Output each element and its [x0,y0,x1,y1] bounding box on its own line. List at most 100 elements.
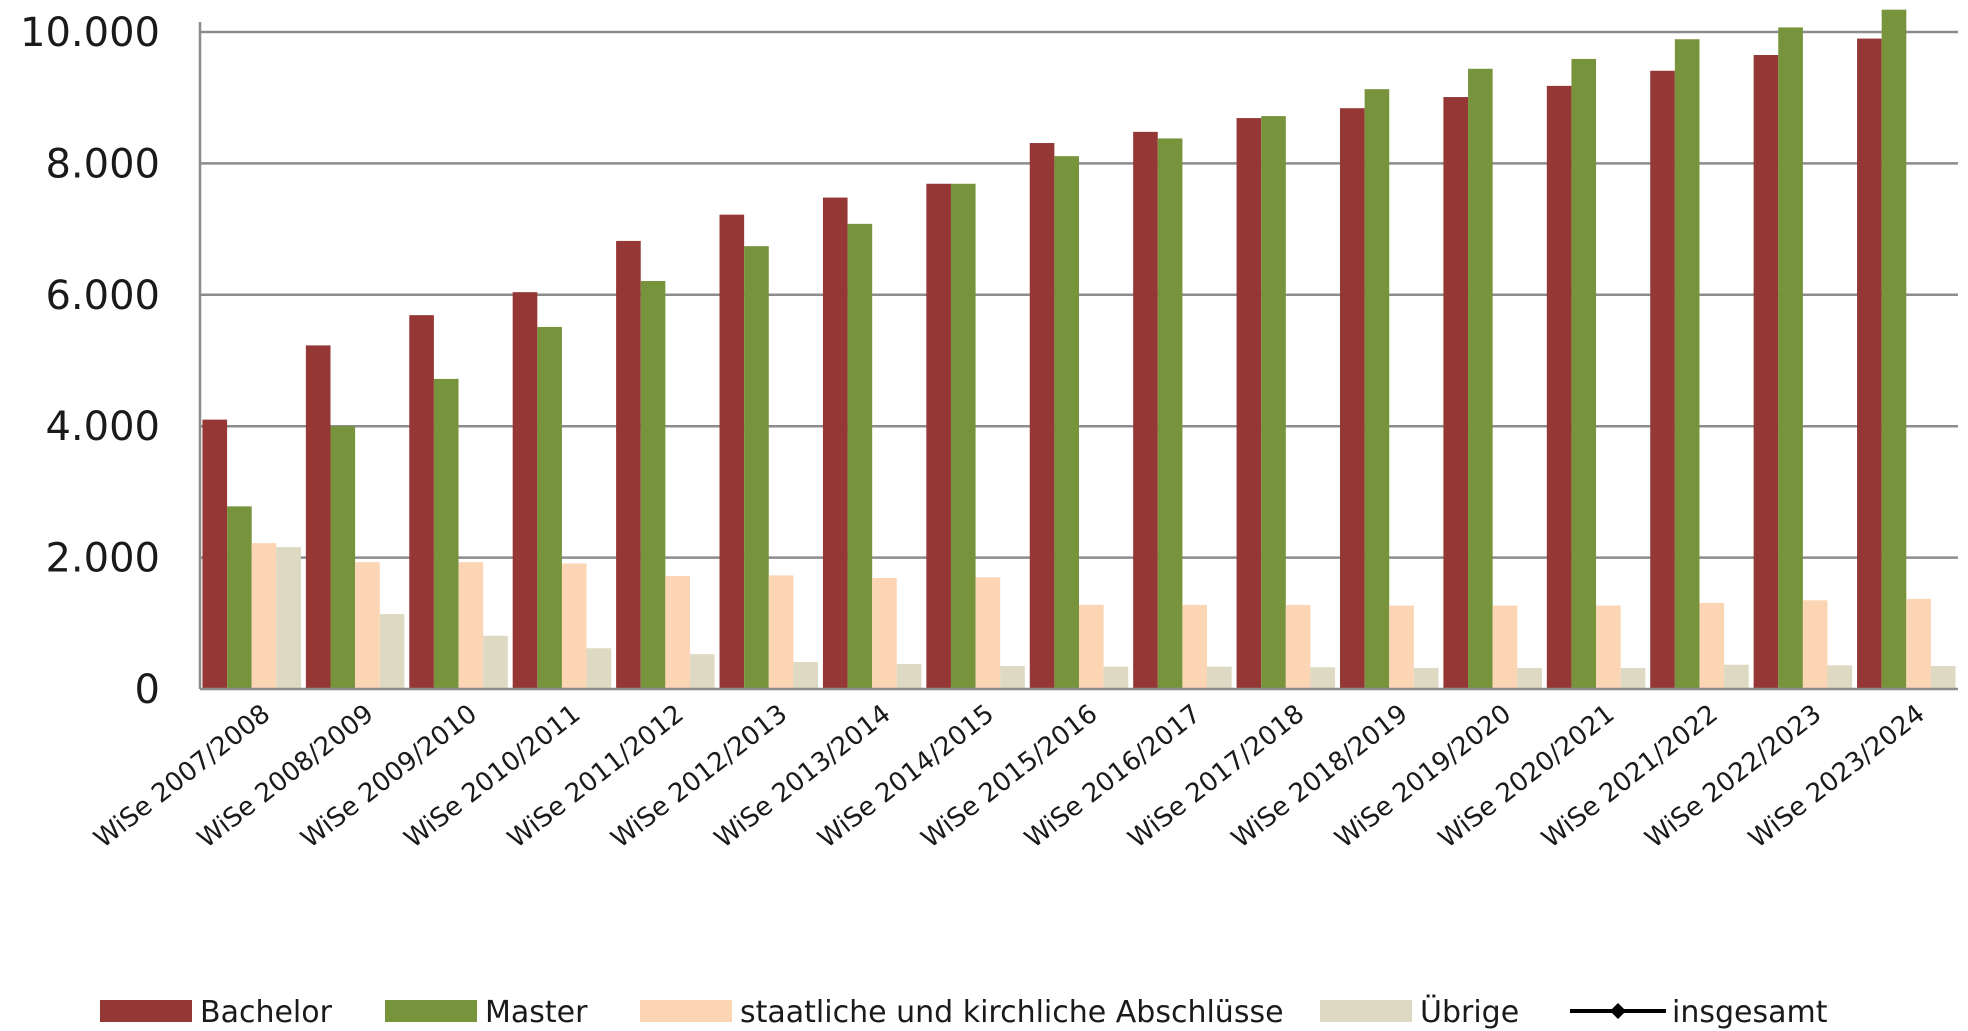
y-tick-label: 2.000 [45,536,160,582]
bar-staatliche-und-kirchliche-abschlüsse [1699,602,1725,689]
bars [202,9,1956,690]
bar-master [330,426,356,689]
bar-staatliche-und-kirchliche-abschlüsse [768,575,794,689]
x-tick-label: WiSe 2007/2008 [89,699,276,855]
bar-master [1157,138,1183,689]
bar-bachelor [1236,118,1262,689]
x-tick-label: WiSe 2012/2013 [606,699,793,855]
bar-master [1881,9,1907,690]
bar-master [847,223,873,689]
bar-bachelor [926,183,951,689]
bar-staatliche-und-kirchliche-abschlüsse [1389,605,1414,689]
bar-staatliche-und-kirchliche-abschlüsse [458,562,484,689]
bar-bachelor [1650,70,1675,689]
x-tick-label: WiSe 2016/2017 [1019,699,1206,855]
bar-staatliche-und-kirchliche-abschlüsse [975,577,1001,689]
bar-master [1778,27,1803,689]
legend-label: Bachelor [200,995,333,1030]
bar-übrige [586,648,612,689]
x-tick-label: WiSe 2017/2018 [1123,699,1310,855]
legend-label: staatliche und kirchliche Abschlüsse [740,995,1284,1030]
x-tick-label: WiSe 2020/2021 [1433,699,1620,855]
bar-bachelor [616,240,641,689]
bar-staatliche-und-kirchliche-abschlüsse [1079,604,1104,689]
x-tick-label: WiSe 2010/2011 [399,699,586,855]
bar-übrige [793,662,819,689]
bar-staatliche-und-kirchliche-abschlüsse [355,562,380,689]
bar-bachelor [1029,143,1055,689]
y-tick-label: 4.000 [45,404,160,450]
bar-übrige [1310,667,1336,689]
bar-bachelor [1857,38,1882,689]
bar-master [640,281,666,689]
bar-staatliche-und-kirchliche-abschlüsse [1596,605,1621,689]
bar-übrige [1413,667,1439,689]
bar-master [1261,116,1286,689]
bar-übrige [1000,666,1025,689]
bar-staatliche-und-kirchliche-abschlüsse [1182,604,1208,689]
x-tick-label: WiSe 2018/2019 [1226,699,1413,855]
x-tick-label: WiSe 2009/2010 [296,699,483,855]
bar-übrige [483,635,508,689]
x-tick-label: WiSe 2023/2024 [1743,699,1930,855]
legend-item: staatliche und kirchliche Abschlüsse [640,995,1284,1030]
bar-staatliche-und-kirchliche-abschlüsse [1906,598,1931,689]
bar-bachelor [1133,131,1158,689]
bar-bachelor [822,197,848,689]
bar-bachelor [512,292,538,689]
y-axis: 0 2.000 4.000 6.000 8.000 10.000 [20,10,202,713]
y-tick-label: 0 [135,667,160,713]
bar-übrige [1103,666,1129,689]
bar-staatliche-und-kirchliche-abschlüsse [872,577,897,689]
bar-staatliche-und-kirchliche-abschlüsse [251,543,277,689]
legend-item: Master [385,995,588,1030]
legend: Bachelor Master staatliche und kirchliche … [100,994,1828,1030]
bar-übrige [689,654,715,689]
legend-label: Übrige [1420,994,1519,1030]
legend-swatch [385,1000,477,1022]
bar-übrige [1517,667,1542,689]
bar-bachelor [1443,97,1469,690]
bar-staatliche-und-kirchliche-abschlüsse [1285,604,1311,689]
bar-master [950,183,976,689]
bar-staatliche-und-kirchliche-abschlüsse [1492,605,1518,689]
bar-übrige [1620,667,1646,689]
bar-übrige [379,614,405,689]
y-tick-label: 10.000 [20,10,160,56]
legend-item: insgesamt [1570,995,1828,1030]
x-tick-label: WiSe 2011/2012 [502,699,689,855]
bar-master [1571,58,1597,689]
x-tick-label: WiSe 2021/2022 [1536,699,1723,855]
legend-label: insgesamt [1672,995,1828,1030]
bar-master [1054,156,1079,690]
bar-staatliche-und-kirchliche-abschlüsse [561,563,587,689]
bar-bachelor [719,214,745,689]
bar-bachelor [1546,85,1572,689]
bar-übrige [1724,664,1749,689]
bar-bachelor [409,315,434,689]
x-tick-label: WiSe 2019/2020 [1330,699,1517,855]
bar-master [537,326,562,689]
x-tick-label: WiSe 2008/2009 [192,699,379,855]
bar-bachelor [202,419,228,689]
x-tick-label: WiSe 2014/2015 [813,699,1000,855]
legend-label: Master [485,995,588,1030]
bar-staatliche-und-kirchliche-abschlüsse [1802,600,1828,689]
bar-bachelor [1753,54,1779,690]
bar-master [1468,68,1493,690]
bar-übrige [1827,665,1853,689]
x-tick-label: WiSe 2015/2016 [916,699,1103,855]
legend-swatch [640,1000,732,1022]
bar-bachelor [1339,108,1365,690]
bar-übrige [896,664,922,689]
legend-swatch [100,1000,192,1022]
legend-item: Übrige [1320,994,1519,1030]
y-tick-label: 8.000 [45,141,160,187]
bar-master [433,378,459,689]
legend-item: Bachelor [100,995,333,1030]
bar-staatliche-und-kirchliche-abschlüsse [665,575,690,689]
y-tick-label: 6.000 [45,273,160,319]
bar-master [1674,39,1700,690]
